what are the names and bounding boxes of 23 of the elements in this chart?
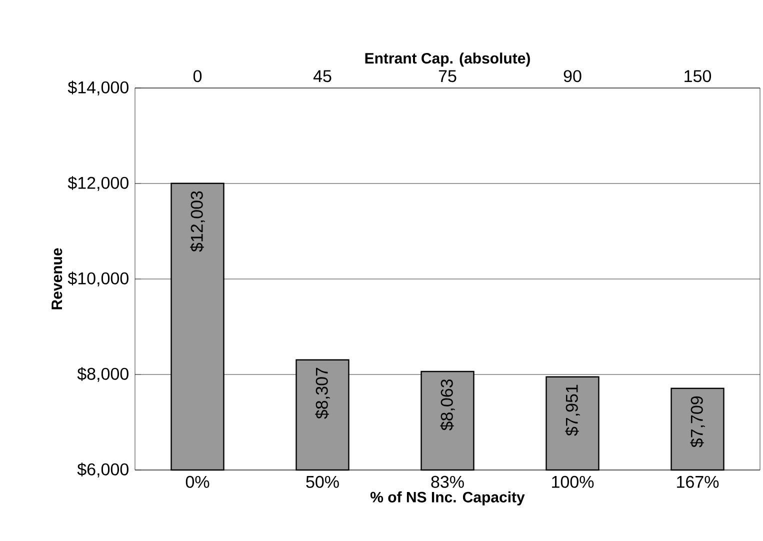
text: 75 bbox=[438, 70, 456, 82]
x-tick-label: 50% bbox=[306, 476, 339, 488]
y-axis-title: Revenue bbox=[52, 248, 62, 310]
data-label: $7,951 bbox=[565, 384, 580, 436]
text: 45 bbox=[313, 70, 332, 82]
data-label: $7,709 bbox=[690, 396, 705, 448]
x2-axis-title: Entrant Cap. (absolute) bbox=[365, 52, 530, 67]
y-tick-label: $6,000 bbox=[77, 462, 128, 478]
y-tick-label: $12,000 bbox=[68, 176, 128, 191]
data-label: $12,003 bbox=[190, 191, 205, 252]
x-tick-label: 100% bbox=[552, 476, 594, 488]
x-tick-label: 0% bbox=[186, 476, 210, 488]
y-tick-label: $10,000 bbox=[68, 272, 128, 286]
x-tick-label: 83% bbox=[431, 476, 464, 488]
y-tick-label: $8,000 bbox=[77, 367, 128, 382]
x-axis-title: % of NS Inc. Capacity bbox=[370, 491, 525, 506]
text: 0 bbox=[193, 70, 202, 82]
data-label: $8,063 bbox=[440, 379, 455, 430]
x-tick-label: 167% bbox=[677, 476, 719, 488]
y-tick-label: $14,000 bbox=[68, 80, 128, 96]
text: 90 bbox=[564, 70, 582, 82]
text: 150 bbox=[684, 70, 712, 82]
data-label: $8,307 bbox=[315, 368, 330, 419]
